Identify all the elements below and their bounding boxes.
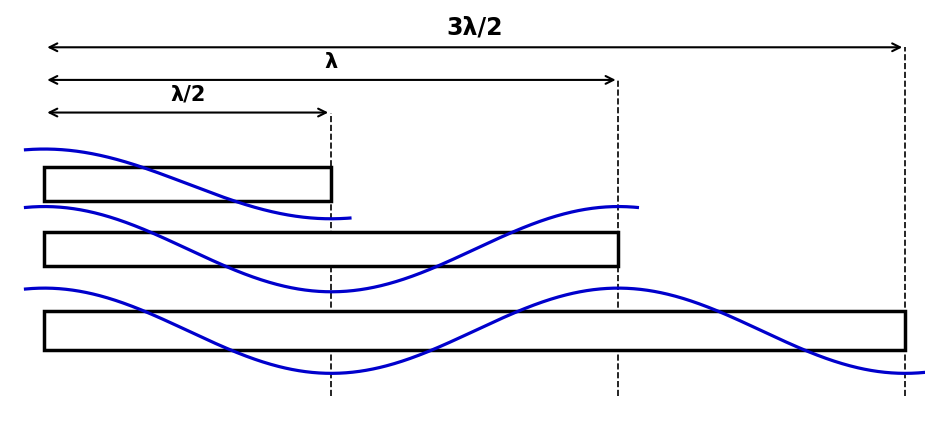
- Text: λ: λ: [325, 52, 338, 72]
- Text: 3λ/2: 3λ/2: [447, 15, 503, 39]
- Bar: [44, 167, 331, 202]
- Bar: [44, 232, 619, 267]
- Bar: [44, 312, 905, 350]
- Text: λ/2: λ/2: [170, 84, 205, 104]
